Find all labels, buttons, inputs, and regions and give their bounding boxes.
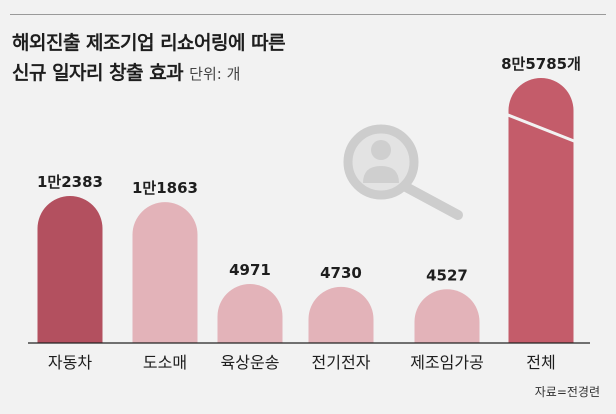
unit-label: 단위: 개 [189, 65, 241, 83]
bar-4 [414, 289, 480, 343]
category-label-5: 전체 [526, 353, 555, 372]
bar-2 [217, 283, 283, 343]
top-rule [10, 14, 606, 15]
magnifier-person-icon [343, 124, 463, 220]
chart-title-line1: 해외진출 제조기업 리쇼어링에 따른 [12, 32, 286, 54]
category-label-2: 육상운송 [221, 353, 280, 372]
bar-5 [508, 78, 574, 343]
value-label-5: 8만5785개 [501, 55, 581, 73]
value-label-4: 4527 [426, 266, 468, 284]
bar-1 [132, 202, 198, 343]
value-label-1: 1만1863 [132, 179, 198, 197]
chart-title-line2-text: 신규 일자리 창출 효과 [12, 62, 184, 84]
category-label-0: 자동차 [48, 353, 92, 372]
source-note: 자료=전경련 [534, 385, 600, 399]
value-label-2: 4971 [229, 261, 271, 279]
value-label-0: 1만2383 [37, 173, 103, 191]
category-label-1: 도소매 [143, 353, 187, 372]
bar-3 [308, 286, 374, 343]
axis-break-mark [504, 112, 578, 144]
category-label-3: 전기전자 [312, 353, 371, 372]
category-label-4: 제조임가공 [410, 353, 484, 372]
chart-title-line2: 신규 일자리 창출 효과 단위: 개 [12, 58, 240, 85]
bar-0 [37, 196, 103, 343]
value-label-3: 4730 [320, 264, 362, 282]
